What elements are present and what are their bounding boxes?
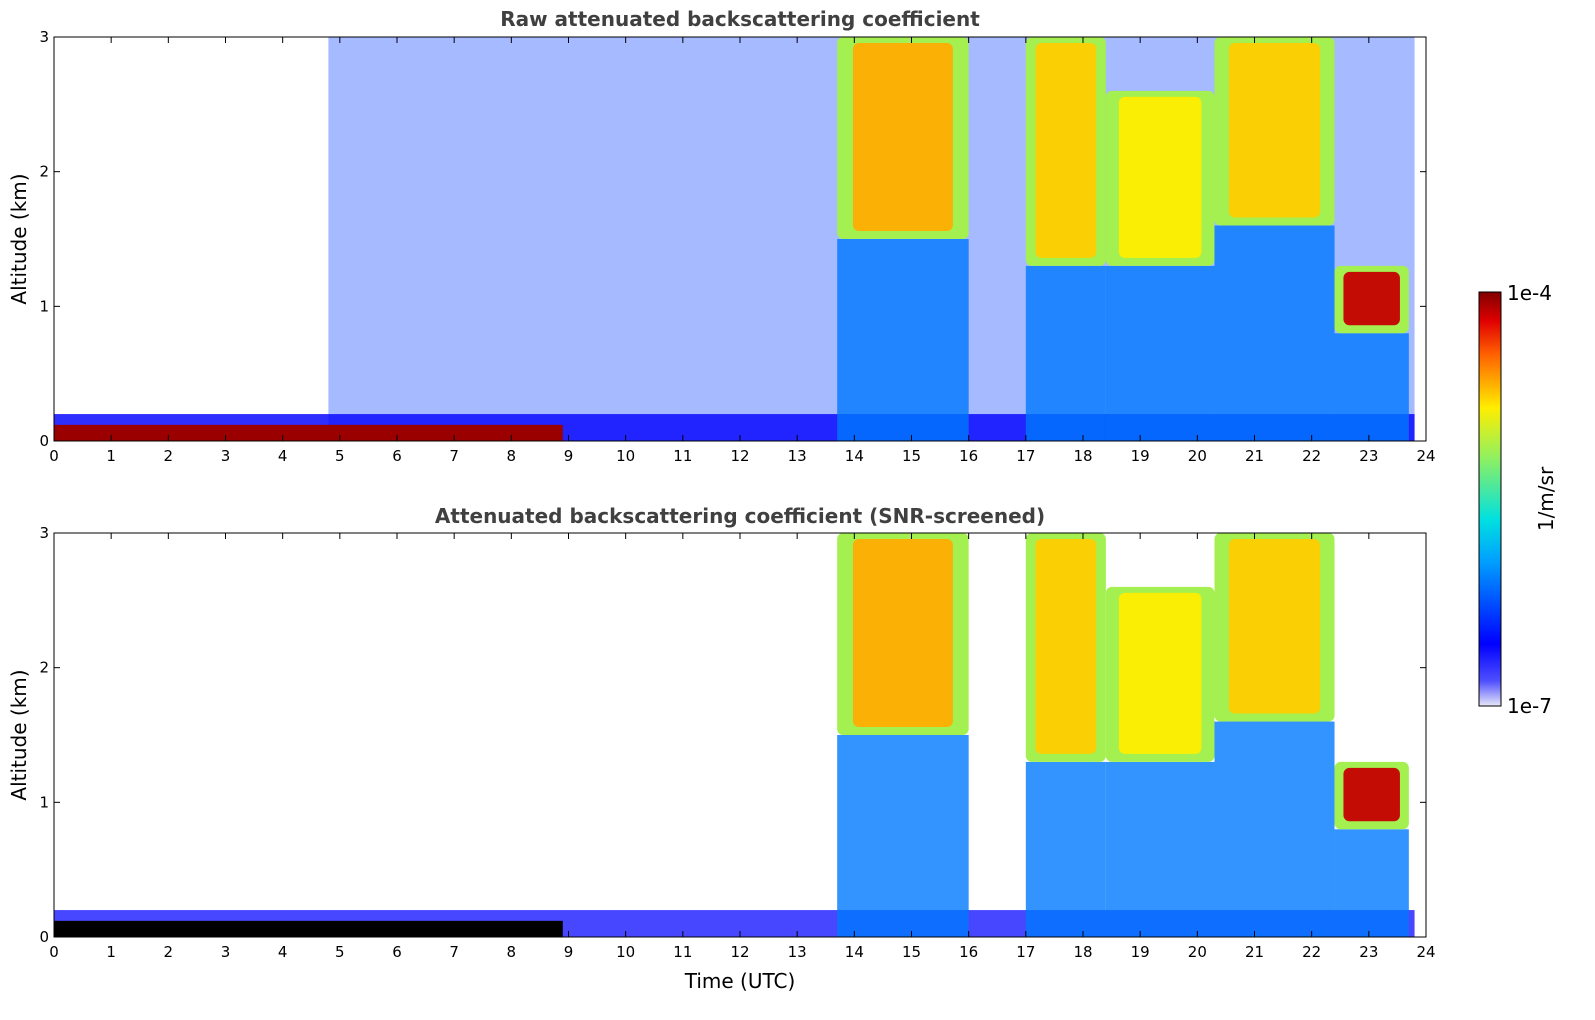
x-tick-label: 7 (449, 943, 459, 961)
x-tick-label: 23 (1359, 943, 1378, 961)
y-tick-label: 3 (39, 28, 49, 46)
colorbar-gradient (1478, 291, 1502, 707)
x-tick-label: 4 (278, 943, 288, 961)
y-tick-label: 0 (39, 928, 49, 946)
x-tick-label: 19 (1131, 447, 1150, 465)
precip-column-mark (1105, 265, 1215, 441)
screened-y-axis-label: Altitude (km) (7, 669, 31, 800)
surface-layer-mark (54, 920, 563, 937)
screened-backscatter-panel: Attenuated backscattering coefficient (S… (7, 504, 1436, 993)
precip-column-mark (1214, 225, 1335, 441)
y-tick-label: 0 (39, 432, 49, 450)
x-tick-label: 16 (959, 943, 978, 961)
cloud-core-mark (1228, 43, 1321, 218)
raw-panel-title: Raw attenuated backscattering coefficien… (500, 7, 980, 31)
x-tick-label: 10 (616, 447, 635, 465)
x-tick-label: 6 (392, 943, 402, 961)
x-tick-label: 7 (449, 447, 459, 465)
x-tick-label: 22 (1302, 447, 1321, 465)
cloud-core-mark (1035, 539, 1097, 754)
cloud-core-mark (1118, 592, 1202, 754)
x-tick-label: 0 (49, 447, 59, 465)
x-tick-label: 20 (1188, 943, 1207, 961)
colorbar-unit-label: 1/m/sr (1534, 466, 1558, 531)
colorbar-min-label: 1e-7 (1507, 694, 1552, 718)
x-tick-label: 9 (564, 447, 574, 465)
x-tick-label: 24 (1416, 447, 1435, 465)
x-tick-label: 8 (507, 943, 517, 961)
cloud-core-mark (852, 43, 953, 231)
colorbar-max-label: 1e-4 (1507, 281, 1552, 305)
y-tick-label: 2 (39, 163, 49, 181)
cloud-core-mark (852, 539, 953, 727)
x-tick-label: 17 (1016, 943, 1035, 961)
x-tick-label: 0 (49, 943, 59, 961)
x-tick-label: 1 (106, 447, 116, 465)
x-tick-label: 12 (730, 447, 749, 465)
x-tick-label: 11 (673, 447, 692, 465)
x-tick-label: 5 (335, 447, 345, 465)
x-tick-label: 5 (335, 943, 345, 961)
x-tick-label: 2 (164, 447, 174, 465)
x-tick-label: 14 (845, 447, 864, 465)
x-tick-label: 21 (1245, 943, 1264, 961)
y-tick-label: 1 (39, 793, 49, 811)
precip-column-mark (1025, 761, 1106, 937)
precip-column-mark (1025, 265, 1106, 441)
x-tick-label: 1 (106, 943, 116, 961)
x-tick-label: 2 (164, 943, 174, 961)
x-tick-label: 17 (1016, 447, 1035, 465)
x-tick-label: 4 (278, 447, 288, 465)
screened-x-ticks: 0 1 2 3 4 5 6 7 8 9 10 11 12 13 14 15 16 17 18 19 20 21 22 23 24 (49, 533, 1436, 961)
x-tick-label: 9 (564, 943, 574, 961)
precip-column-mark (1334, 333, 1409, 441)
y-tick-label: 1 (39, 297, 49, 315)
x-tick-label: 19 (1131, 943, 1150, 961)
raw-y-ticks: 0 1 2 3 (39, 28, 1426, 450)
x-tick-label: 21 (1245, 447, 1264, 465)
x-tick-label: 13 (788, 447, 807, 465)
x-tick-label: 10 (616, 943, 635, 961)
y-tick-label: 3 (39, 524, 49, 542)
x-tick-label: 20 (1188, 447, 1207, 465)
raw-y-axis-label: Altitude (km) (7, 173, 31, 304)
raw-backscatter-panel: Raw attenuated backscattering coefficien… (7, 7, 1436, 465)
x-tick-label: 3 (221, 447, 231, 465)
raw-x-ticks: 0 1 2 3 4 5 6 7 8 9 10 11 12 13 14 15 16 17 18 19 20 21 22 23 24 (49, 37, 1436, 465)
x-tick-label: 6 (392, 447, 402, 465)
cloud-core-mark (1035, 43, 1097, 258)
screened-heatmap-area (54, 533, 1415, 937)
x-tick-label: 18 (1073, 943, 1092, 961)
x-tick-label: 3 (221, 943, 231, 961)
x-tick-label: 12 (730, 943, 749, 961)
x-tick-label: 11 (673, 943, 692, 961)
x-tick-label: 8 (507, 447, 517, 465)
x-tick-label: 23 (1359, 447, 1378, 465)
x-axis-label: Time (UTC) (684, 969, 796, 993)
surface-layer-mark (54, 424, 563, 441)
x-tick-label: 15 (902, 943, 921, 961)
x-tick-label: 22 (1302, 943, 1321, 961)
cloud-core-mark (1228, 539, 1321, 714)
raw-heatmap-area (54, 37, 1415, 441)
precip-column-mark (837, 735, 969, 937)
cloud-core-mark (1118, 96, 1202, 258)
cloud-core-mark (1343, 271, 1400, 326)
x-tick-label: 24 (1416, 943, 1435, 961)
x-tick-label: 13 (788, 943, 807, 961)
x-tick-label: 15 (902, 447, 921, 465)
cloud-core-mark (1343, 767, 1400, 822)
x-tick-label: 14 (845, 943, 864, 961)
screened-y-ticks: 0 1 2 3 (39, 524, 1426, 946)
precip-column-mark (1334, 829, 1409, 937)
y-tick-label: 2 (39, 659, 49, 677)
x-tick-label: 18 (1073, 447, 1092, 465)
precip-column-mark (837, 239, 969, 441)
precip-column-mark (1214, 721, 1335, 937)
precip-column-mark (1105, 761, 1215, 937)
screened-panel-title: Attenuated backscattering coefficient (S… (435, 504, 1045, 528)
x-tick-label: 16 (959, 447, 978, 465)
colorbar: 1e-4 1e-7 1/m/sr (1478, 281, 1558, 718)
